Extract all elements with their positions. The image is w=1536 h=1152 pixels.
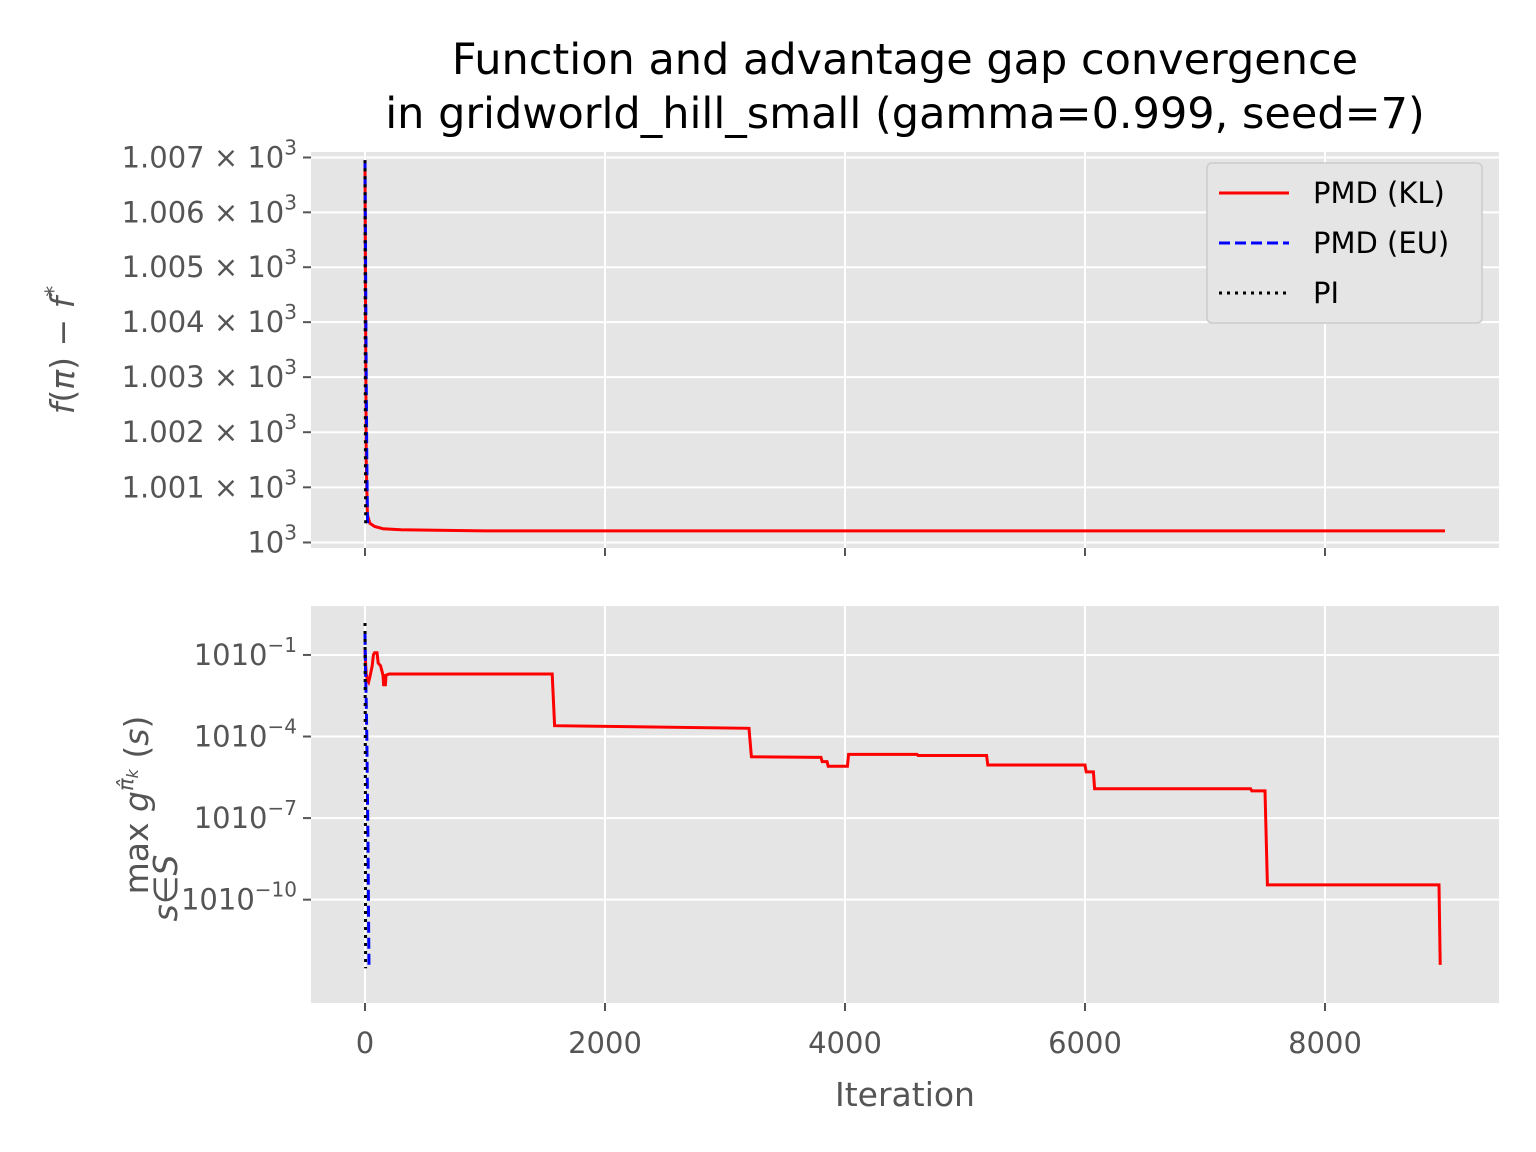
x-axis-label: Iteration bbox=[835, 1075, 975, 1114]
y-tick-label: 1010−10 bbox=[181, 878, 297, 917]
bottom-y-ticks: 1010−1 1010−4 1010−7 1010−10 bbox=[181, 633, 311, 917]
bottom-y-axis-label: max gπ̂k (s) s∈S bbox=[114, 716, 185, 922]
advantage-gap-panel: 1010−1 1010−4 1010−7 1010−10 0 2000 4000 6000 8… bbox=[114, 606, 1499, 1114]
svg-text:max gπ̂k (s): max gπ̂k (s) bbox=[114, 716, 156, 895]
title-line-1: Function and advantage gap convergence bbox=[452, 35, 1358, 85]
legend-box bbox=[1206, 162, 1483, 324]
top-series bbox=[363, 160, 1445, 533]
legend: PMD (KL) PMD (EU) PI bbox=[1206, 162, 1483, 324]
legend-label-pmd-eu: PMD (EU) bbox=[1313, 226, 1449, 260]
y-tick-label: 1.002 × 103 bbox=[122, 410, 297, 449]
series-line-pmd-kl bbox=[363, 160, 1445, 533]
svg-text:s∈S: s∈S bbox=[146, 855, 185, 922]
y-tick-label: 1.004 × 103 bbox=[122, 300, 297, 339]
x-tick-label: 6000 bbox=[1048, 1026, 1122, 1060]
svg-text:f(π) − f*: f(π) − f* bbox=[42, 286, 82, 415]
y-tick-label: 1010−7 bbox=[194, 796, 297, 835]
top-y-ticks: 103 1.001 × 103 1.002 × 103 1.003 × 103 1.00… bbox=[122, 135, 311, 559]
legend-label-pmd-kl: PMD (KL) bbox=[1313, 176, 1445, 210]
top-x-ticks bbox=[364, 548, 1326, 556]
series-line-pi bbox=[363, 622, 368, 969]
bottom-series bbox=[363, 622, 1442, 969]
function-gap-panel: 103 1.001 × 103 1.002 × 103 1.003 × 103 1.00… bbox=[42, 135, 1499, 559]
x-tick-label: 4000 bbox=[808, 1026, 882, 1060]
top-y-axis-label: f(π) − f* bbox=[42, 286, 82, 415]
x-tick-label: 8000 bbox=[1288, 1026, 1362, 1060]
y-tick-label: 1.007 × 103 bbox=[122, 135, 297, 174]
series-line-pi bbox=[363, 160, 368, 526]
x-tick-label: 0 bbox=[356, 1026, 374, 1060]
y-tick-label: 1.005 × 103 bbox=[122, 245, 297, 284]
y-tick-label: 1010−1 bbox=[194, 633, 297, 672]
x-tick-label: 2000 bbox=[568, 1026, 642, 1060]
series-line-pmd-eu bbox=[363, 633, 371, 969]
series-line-pmd-kl bbox=[363, 650, 1442, 965]
title-line-2: in gridworld_hill_small (gamma=0.999, se… bbox=[385, 89, 1425, 139]
bottom-plot-area bbox=[311, 606, 1499, 1003]
y-tick-label: 1010−4 bbox=[194, 715, 297, 754]
y-tick-label: 1.006 × 103 bbox=[122, 190, 297, 229]
y-tick-label: 103 bbox=[247, 520, 297, 559]
bottom-x-ticks: 0 2000 4000 6000 8000 bbox=[356, 1003, 1362, 1060]
y-tick-label: 1.001 × 103 bbox=[122, 465, 297, 504]
legend-label-pi: PI bbox=[1313, 276, 1339, 310]
y-tick-label: 1.003 × 103 bbox=[122, 355, 297, 394]
